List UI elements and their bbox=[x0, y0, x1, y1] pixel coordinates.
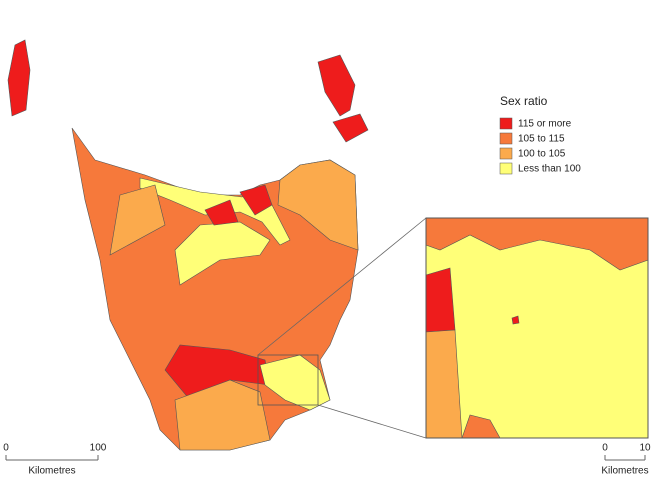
legend-swatch bbox=[499, 147, 513, 160]
cape-barren-island bbox=[332, 113, 369, 143]
legend-label: 115 or more bbox=[518, 119, 572, 130]
inset-red bbox=[425, 267, 456, 333]
regions bbox=[7, 39, 649, 451]
south bbox=[174, 379, 271, 451]
scale-label: 0 bbox=[3, 443, 9, 454]
legend-swatch bbox=[499, 132, 513, 145]
legend-title: Sex ratio bbox=[500, 94, 548, 108]
legend: 115 or more 105 to 115 100 to 105 Less than… bbox=[499, 117, 581, 175]
legend-label: 100 to 105 bbox=[518, 149, 566, 160]
scale-bar: 0 100 Kilometres bbox=[3, 443, 107, 477]
legend-swatch bbox=[499, 162, 513, 175]
legend-label: Less than 100 bbox=[518, 164, 581, 175]
scale-unit: Kilometres bbox=[28, 466, 75, 477]
connector bbox=[257, 217, 427, 356]
central-north bbox=[174, 221, 271, 286]
inset-frame bbox=[425, 217, 649, 439]
king-island bbox=[7, 39, 31, 117]
north-red-a bbox=[239, 184, 273, 216]
scale-label: 100 bbox=[90, 443, 107, 454]
scale-label: 0 bbox=[602, 443, 608, 454]
hobart bbox=[259, 354, 331, 411]
connector bbox=[317, 404, 427, 439]
north-west-inland bbox=[109, 184, 166, 256]
legend-label: 105 to 115 bbox=[518, 134, 565, 145]
inset-dot bbox=[511, 315, 520, 325]
flinders-island bbox=[317, 54, 356, 117]
north-east bbox=[277, 159, 359, 251]
scale-bar: 0 10 Kilometres bbox=[601, 443, 651, 477]
north-red-b bbox=[204, 199, 239, 226]
inset-frame-small bbox=[257, 354, 319, 406]
scale-unit: Kilometres bbox=[601, 466, 648, 477]
legend-swatch bbox=[499, 117, 513, 130]
scale-label: 10 bbox=[639, 443, 651, 454]
